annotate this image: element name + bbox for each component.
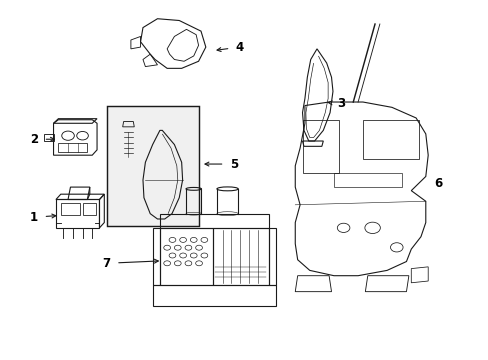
Polygon shape	[106, 105, 198, 226]
Text: 6: 6	[433, 177, 441, 190]
Text: 1: 1	[30, 211, 38, 224]
Text: 5: 5	[229, 158, 238, 171]
Text: 2: 2	[30, 133, 38, 146]
Text: 4: 4	[235, 41, 244, 54]
Text: 3: 3	[336, 97, 345, 110]
Text: 7: 7	[102, 257, 111, 270]
